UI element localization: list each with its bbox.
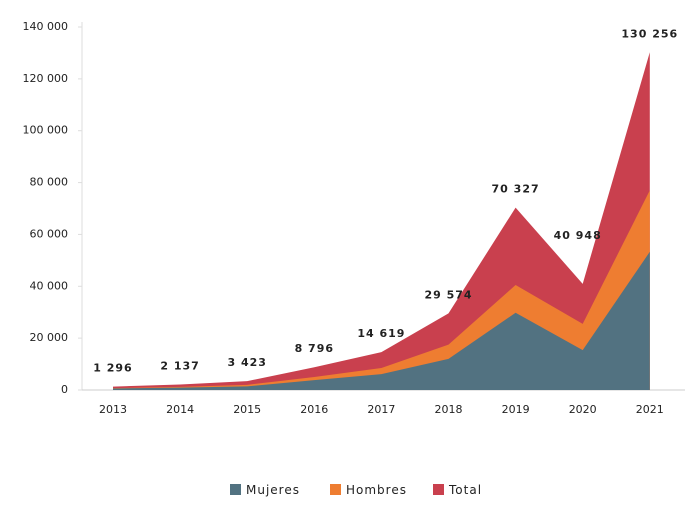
x-tick-label: 2020	[569, 403, 597, 416]
legend-swatch	[330, 484, 341, 495]
value-label: 2 137	[160, 359, 199, 372]
y-tick-label: 140 000	[23, 20, 69, 33]
x-tick-label: 2015	[233, 403, 261, 416]
y-tick-label: 60 000	[30, 227, 69, 240]
y-tick-label: 40 000	[30, 279, 69, 292]
value-label: 70 327	[492, 183, 540, 196]
x-tick-label: 2013	[99, 403, 127, 416]
x-tick-label: 2021	[636, 403, 664, 416]
y-tick-label: 0	[61, 383, 68, 396]
x-tick-label: 2016	[300, 403, 328, 416]
x-tick-label: 2017	[367, 403, 395, 416]
x-tick-label: 2019	[502, 403, 530, 416]
value-label: 130 256	[621, 27, 678, 40]
legend-label: Mujeres	[246, 483, 300, 497]
y-tick-label: 100 000	[23, 124, 69, 137]
value-label: 40 948	[554, 229, 602, 242]
legend-swatch	[230, 484, 241, 495]
legend-label: Total	[448, 483, 482, 497]
x-tick-label: 2018	[435, 403, 463, 416]
legend-swatch	[433, 484, 444, 495]
y-tick-label: 80 000	[30, 176, 69, 189]
y-tick-label: 20 000	[30, 331, 69, 344]
x-tick-label: 2014	[166, 403, 194, 416]
value-label: 3 423	[227, 356, 266, 369]
value-label: 29 574	[424, 288, 472, 301]
legend-label: Hombres	[346, 483, 407, 497]
y-tick-label: 120 000	[23, 72, 69, 85]
value-label: 1 296	[93, 362, 132, 375]
area	[113, 251, 650, 390]
value-label: 14 619	[357, 327, 405, 340]
value-label: 8 796	[295, 342, 334, 355]
